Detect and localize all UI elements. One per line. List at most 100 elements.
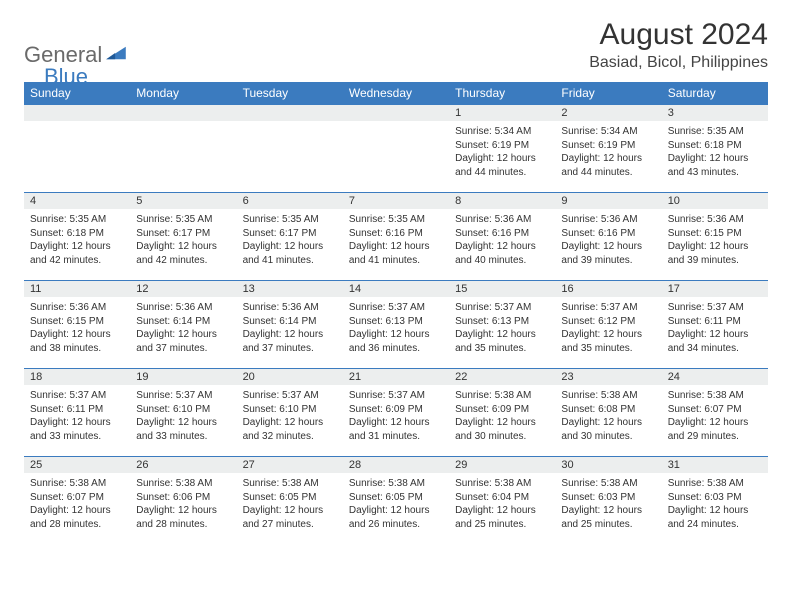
day-details: Sunrise: 5:36 AMSunset: 6:16 PMDaylight:…	[555, 209, 661, 269]
sunrise-text: Sunrise: 5:35 AM	[243, 213, 337, 227]
daylight-text: Daylight: 12 hours and 43 minutes.	[668, 152, 762, 179]
sunset-text: Sunset: 6:11 PM	[668, 315, 762, 329]
daylight-text: Daylight: 12 hours and 34 minutes.	[668, 328, 762, 355]
weekday-header: Monday	[130, 82, 236, 105]
sunset-text: Sunset: 6:07 PM	[30, 491, 124, 505]
sunset-text: Sunset: 6:09 PM	[455, 403, 549, 417]
calendar-day-cell: 2Sunrise: 5:34 AMSunset: 6:19 PMDaylight…	[555, 105, 661, 193]
day-details: Sunrise: 5:36 AMSunset: 6:15 PMDaylight:…	[662, 209, 768, 269]
sunrise-text: Sunrise: 5:35 AM	[349, 213, 443, 227]
sunset-text: Sunset: 6:05 PM	[349, 491, 443, 505]
calendar-day-cell: 3Sunrise: 5:35 AMSunset: 6:18 PMDaylight…	[662, 105, 768, 193]
day-number: 28	[343, 457, 449, 473]
day-details: Sunrise: 5:34 AMSunset: 6:19 PMDaylight:…	[449, 121, 555, 181]
day-number: 30	[555, 457, 661, 473]
calendar-day-cell	[343, 105, 449, 193]
day-number: 29	[449, 457, 555, 473]
calendar-day-cell: 12Sunrise: 5:36 AMSunset: 6:14 PMDayligh…	[130, 281, 236, 369]
day-details: Sunrise: 5:38 AMSunset: 6:08 PMDaylight:…	[555, 385, 661, 445]
sunrise-text: Sunrise: 5:36 AM	[455, 213, 549, 227]
daylight-text: Daylight: 12 hours and 31 minutes.	[349, 416, 443, 443]
weekday-header: Tuesday	[237, 82, 343, 105]
day-number: 31	[662, 457, 768, 473]
daylight-text: Daylight: 12 hours and 44 minutes.	[455, 152, 549, 179]
daylight-text: Daylight: 12 hours and 44 minutes.	[561, 152, 655, 179]
sunrise-text: Sunrise: 5:36 AM	[136, 301, 230, 315]
day-number: 23	[555, 369, 661, 385]
day-details: Sunrise: 5:38 AMSunset: 6:05 PMDaylight:…	[343, 473, 449, 533]
calendar-day-cell: 21Sunrise: 5:37 AMSunset: 6:09 PMDayligh…	[343, 369, 449, 457]
daylight-text: Daylight: 12 hours and 30 minutes.	[455, 416, 549, 443]
day-details: Sunrise: 5:35 AMSunset: 6:17 PMDaylight:…	[130, 209, 236, 269]
daylight-text: Daylight: 12 hours and 40 minutes.	[455, 240, 549, 267]
daylight-text: Daylight: 12 hours and 41 minutes.	[243, 240, 337, 267]
weekday-header-row: Sunday Monday Tuesday Wednesday Thursday…	[24, 82, 768, 105]
day-details: Sunrise: 5:38 AMSunset: 6:06 PMDaylight:…	[130, 473, 236, 533]
day-number	[343, 105, 449, 121]
day-details: Sunrise: 5:37 AMSunset: 6:10 PMDaylight:…	[130, 385, 236, 445]
day-details: Sunrise: 5:35 AMSunset: 6:17 PMDaylight:…	[237, 209, 343, 269]
day-number: 9	[555, 193, 661, 209]
daylight-text: Daylight: 12 hours and 33 minutes.	[30, 416, 124, 443]
daylight-text: Daylight: 12 hours and 37 minutes.	[136, 328, 230, 355]
sunrise-text: Sunrise: 5:37 AM	[455, 301, 549, 315]
sunset-text: Sunset: 6:03 PM	[561, 491, 655, 505]
sunrise-text: Sunrise: 5:38 AM	[136, 477, 230, 491]
calendar-day-cell: 24Sunrise: 5:38 AMSunset: 6:07 PMDayligh…	[662, 369, 768, 457]
sunset-text: Sunset: 6:07 PM	[668, 403, 762, 417]
day-number: 1	[449, 105, 555, 121]
day-number: 12	[130, 281, 236, 297]
day-details: Sunrise: 5:37 AMSunset: 6:11 PMDaylight:…	[24, 385, 130, 445]
sunset-text: Sunset: 6:18 PM	[30, 227, 124, 241]
calendar-day-cell: 10Sunrise: 5:36 AMSunset: 6:15 PMDayligh…	[662, 193, 768, 281]
sunset-text: Sunset: 6:16 PM	[561, 227, 655, 241]
day-number: 24	[662, 369, 768, 385]
daylight-text: Daylight: 12 hours and 25 minutes.	[561, 504, 655, 531]
sunset-text: Sunset: 6:17 PM	[243, 227, 337, 241]
day-details: Sunrise: 5:34 AMSunset: 6:19 PMDaylight:…	[555, 121, 661, 181]
sunset-text: Sunset: 6:18 PM	[668, 139, 762, 153]
daylight-text: Daylight: 12 hours and 35 minutes.	[561, 328, 655, 355]
daylight-text: Daylight: 12 hours and 41 minutes.	[349, 240, 443, 267]
day-number: 5	[130, 193, 236, 209]
day-number: 19	[130, 369, 236, 385]
day-details: Sunrise: 5:37 AMSunset: 6:13 PMDaylight:…	[343, 297, 449, 357]
calendar-day-cell: 11Sunrise: 5:36 AMSunset: 6:15 PMDayligh…	[24, 281, 130, 369]
calendar-day-cell: 30Sunrise: 5:38 AMSunset: 6:03 PMDayligh…	[555, 457, 661, 545]
calendar-day-cell: 13Sunrise: 5:36 AMSunset: 6:14 PMDayligh…	[237, 281, 343, 369]
sunrise-text: Sunrise: 5:34 AM	[561, 125, 655, 139]
day-details: Sunrise: 5:35 AMSunset: 6:18 PMDaylight:…	[662, 121, 768, 181]
day-number	[130, 105, 236, 121]
calendar-day-cell: 18Sunrise: 5:37 AMSunset: 6:11 PMDayligh…	[24, 369, 130, 457]
daylight-text: Daylight: 12 hours and 24 minutes.	[668, 504, 762, 531]
sunrise-text: Sunrise: 5:38 AM	[243, 477, 337, 491]
sunset-text: Sunset: 6:16 PM	[349, 227, 443, 241]
logo-text-blue: Blue	[44, 64, 88, 90]
day-details: Sunrise: 5:36 AMSunset: 6:16 PMDaylight:…	[449, 209, 555, 269]
daylight-text: Daylight: 12 hours and 38 minutes.	[30, 328, 124, 355]
calendar-day-cell: 6Sunrise: 5:35 AMSunset: 6:17 PMDaylight…	[237, 193, 343, 281]
sunset-text: Sunset: 6:13 PM	[455, 315, 549, 329]
sunrise-text: Sunrise: 5:38 AM	[668, 477, 762, 491]
sunset-text: Sunset: 6:08 PM	[561, 403, 655, 417]
sunset-text: Sunset: 6:14 PM	[136, 315, 230, 329]
day-number: 2	[555, 105, 661, 121]
calendar-week-row: 18Sunrise: 5:37 AMSunset: 6:11 PMDayligh…	[24, 369, 768, 457]
sunrise-text: Sunrise: 5:37 AM	[668, 301, 762, 315]
calendar-day-cell: 17Sunrise: 5:37 AMSunset: 6:11 PMDayligh…	[662, 281, 768, 369]
sunrise-text: Sunrise: 5:37 AM	[561, 301, 655, 315]
day-number: 8	[449, 193, 555, 209]
day-details: Sunrise: 5:36 AMSunset: 6:14 PMDaylight:…	[130, 297, 236, 357]
calendar-day-cell	[237, 105, 343, 193]
sunrise-text: Sunrise: 5:38 AM	[455, 477, 549, 491]
daylight-text: Daylight: 12 hours and 26 minutes.	[349, 504, 443, 531]
daylight-text: Daylight: 12 hours and 28 minutes.	[136, 504, 230, 531]
sunset-text: Sunset: 6:05 PM	[243, 491, 337, 505]
location-subtitle: Basiad, Bicol, Philippines	[589, 54, 768, 72]
sunset-text: Sunset: 6:10 PM	[243, 403, 337, 417]
day-details: Sunrise: 5:38 AMSunset: 6:07 PMDaylight:…	[662, 385, 768, 445]
sunrise-text: Sunrise: 5:35 AM	[668, 125, 762, 139]
calendar-day-cell: 29Sunrise: 5:38 AMSunset: 6:04 PMDayligh…	[449, 457, 555, 545]
calendar-day-cell: 28Sunrise: 5:38 AMSunset: 6:05 PMDayligh…	[343, 457, 449, 545]
day-details: Sunrise: 5:37 AMSunset: 6:12 PMDaylight:…	[555, 297, 661, 357]
